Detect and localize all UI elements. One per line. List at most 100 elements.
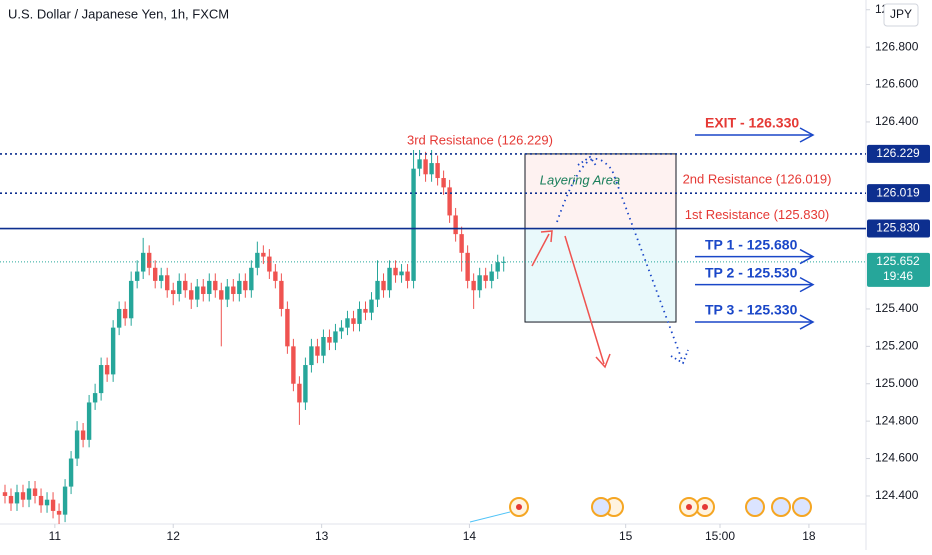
x-tick-label: 14	[463, 529, 477, 543]
x-tick-label: 12	[167, 529, 181, 543]
x-tick-label: 11	[49, 529, 62, 543]
candle-body	[471, 280, 476, 291]
y-tick-label: 124.600	[875, 451, 919, 465]
event-connector	[469, 511, 511, 523]
last-price-countdown: 19:46	[883, 269, 913, 283]
level-price-label: 125.830	[876, 221, 920, 235]
x-tick-label: 13	[315, 529, 329, 543]
y-tick-label: 125.400	[875, 301, 919, 315]
candle-body	[231, 286, 236, 294]
candle-body	[8, 495, 14, 504]
event-icon	[686, 504, 692, 510]
event-icon	[516, 504, 522, 510]
candle-body	[501, 261, 506, 263]
events	[469, 497, 812, 523]
y-tick-label: 125.200	[875, 339, 919, 353]
candle-body	[459, 234, 464, 253]
event-icon	[702, 504, 708, 510]
candle-body	[171, 290, 176, 294]
candle-body	[303, 365, 308, 403]
last-price-label: 125.652	[876, 254, 920, 268]
target-label: EXIT - 126.330	[705, 115, 799, 131]
candle-body	[26, 488, 32, 500]
candle-body	[62, 486, 68, 515]
candle-body	[56, 510, 62, 515]
candle-body	[447, 187, 452, 216]
level-price-label: 126.019	[876, 185, 920, 199]
event-icon	[771, 497, 791, 517]
x-tick-label: 15:00	[705, 529, 735, 543]
candle-body	[489, 271, 494, 281]
candle-body	[273, 271, 278, 281]
candle-body	[261, 252, 266, 257]
currency-box[interactable]	[883, 3, 919, 27]
red-arrow	[531, 233, 550, 267]
candle-body	[339, 327, 344, 332]
candle-body	[291, 346, 296, 384]
candle-body	[399, 271, 404, 276]
candle-body	[68, 458, 74, 487]
y-tick-label: 125.000	[875, 376, 919, 390]
candle-body	[327, 336, 332, 343]
levels: 3rd Resistance (126.229) 126.229 2nd Resis…	[0, 115, 930, 330]
candle-body	[44, 499, 50, 506]
layering-area-lower	[525, 228, 676, 323]
last-price-box	[867, 252, 930, 287]
candle-body	[333, 331, 338, 343]
event-icon	[591, 497, 611, 517]
candle-body	[219, 290, 224, 300]
blue-dotted-arrow	[556, 157, 683, 361]
candle-body	[134, 271, 140, 281]
candle-body	[387, 267, 392, 291]
candle-body	[74, 430, 80, 459]
candle-body	[165, 275, 170, 291]
candle-body	[92, 393, 98, 403]
candle-body	[2, 492, 8, 496]
candle-body	[201, 286, 206, 294]
layering-area-upper	[525, 153, 676, 229]
candle-body	[140, 252, 146, 272]
target-label: TP 1 - 125.680	[705, 236, 798, 252]
level-price-box	[867, 219, 930, 238]
currency-label[interactable]: JPY	[890, 7, 912, 21]
candle-body	[177, 280, 182, 294]
candle-body	[128, 280, 134, 319]
candle-body	[86, 402, 92, 440]
candle-body	[159, 275, 164, 281]
target-arrow-head	[799, 248, 815, 265]
target-arrow-head	[799, 314, 815, 330]
target-label: TP 3 - 125.330	[705, 302, 798, 318]
level-price-label: 126.229	[876, 146, 920, 160]
red-arrow-head	[595, 353, 611, 369]
candle-body	[50, 499, 56, 511]
candle-body	[435, 163, 440, 179]
candle-body	[405, 271, 410, 281]
blue-dotted-arrow-head	[670, 349, 689, 365]
candle-body	[363, 308, 368, 313]
candle-body	[14, 492, 20, 504]
y-tick-label: 126.800	[875, 39, 919, 53]
candle-body	[369, 299, 374, 313]
y-tick-label: 124.800	[875, 413, 919, 427]
candle-body	[20, 492, 26, 500]
candle-body	[104, 365, 110, 375]
chart-title: U.S. Dollar / Japanese Yen, 1h, FXCM	[8, 6, 229, 21]
candle-body	[213, 280, 218, 291]
blue-dotted-arrow-head	[577, 155, 598, 168]
candle-body	[195, 286, 200, 300]
level-price-box	[867, 144, 930, 163]
candle-body	[393, 267, 398, 276]
x-tick-label: 18	[802, 529, 816, 543]
candle-body	[207, 280, 212, 294]
candle-body	[441, 178, 446, 188]
candle-body	[495, 262, 500, 272]
x-tick-label: 15	[619, 529, 633, 543]
candle-body	[225, 286, 230, 300]
candle-body	[189, 290, 194, 300]
candle-body	[321, 336, 326, 356]
candle-body	[279, 280, 284, 309]
candle-body	[183, 280, 188, 291]
candle-body	[80, 430, 86, 440]
level-text: 2nd Resistance (126.019)	[683, 172, 832, 187]
